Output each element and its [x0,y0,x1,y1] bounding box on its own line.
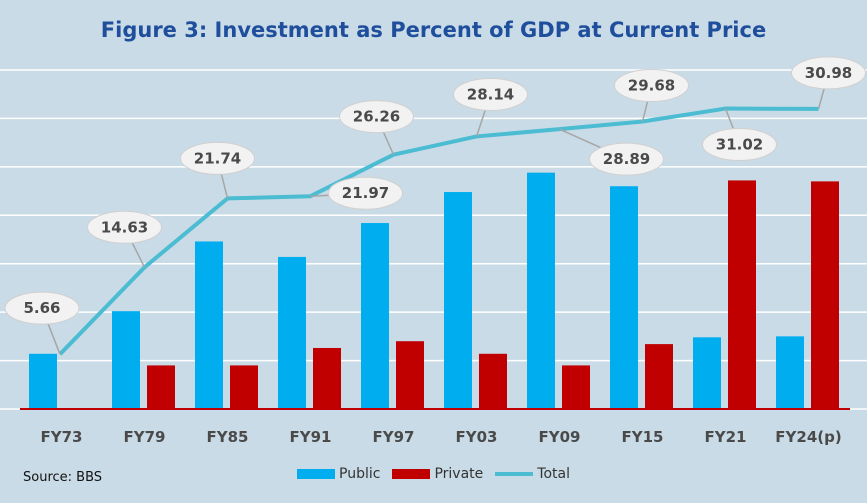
bar-private-FY91 [313,347,341,409]
x-tick-label: FY21 [705,428,747,446]
source-note: Source: BBS [23,470,103,485]
x-tick-label: FY97 [373,428,415,446]
data-label-bubble [453,77,528,111]
legend-label-private: Private [434,466,484,482]
legend-swatch-private [392,469,431,479]
data-label: 21.74 [194,149,241,167]
x-tick-label: FY24(p) [775,428,841,446]
x-tick-label: FY09 [539,428,581,446]
legend-swatch-total [495,472,534,476]
data-label-bubble [589,142,664,176]
chart-title: Figure 3: Investment as Percent of GDP a… [100,18,767,42]
x-tick-label: FY91 [290,428,332,446]
data-label-bubble [339,100,414,134]
bars [29,172,839,409]
bar-public-FY91 [278,256,306,409]
bar-private-FY15 [645,344,673,409]
total-series-line [58,106,819,356]
bar-public-FY15 [610,186,638,409]
data-label-bubble [4,291,80,325]
data-label: 28.89 [603,150,650,168]
bar-private-FY21 [728,180,756,409]
legend-label-total: Total [537,466,570,482]
x-tick-label: FY03 [456,428,498,446]
data-label-bubble [180,141,255,175]
bar-private-FY03 [479,353,507,409]
bar-private-FY97 [396,341,424,409]
data-label-bubble [87,210,162,244]
data-label: 30.98 [805,64,852,82]
data-label-bubble [328,176,403,210]
data-label-bubble [614,69,689,103]
bar-public-FY73 [29,353,57,409]
data-label: 29.68 [628,77,675,95]
data-labels: 5.66 14.63 21.74 21.97 26.26 28.14 28.89 29.68 3… [4,56,866,355]
bar-public-FY24(p) [776,336,804,409]
data-label-bubble [702,128,777,162]
data-label: 21.97 [342,184,389,202]
data-label: 14.63 [101,218,148,236]
x-tick-label: FY79 [124,428,166,446]
legend-item-private: Private [392,466,483,482]
bar-private-FY79 [147,365,175,409]
bar-public-FY03 [444,192,472,409]
x-tick-label: FY85 [207,428,249,446]
legend-item-public: Public [297,466,380,482]
legend-swatch-public [297,469,336,479]
bar-public-FY79 [112,311,140,409]
data-label: 31.02 [716,136,763,154]
bar-private-FY85 [230,365,258,409]
bar-private-FY24(p) [811,181,839,409]
data-label: 28.14 [467,85,514,103]
bar-public-FY21 [693,337,721,409]
data-label-bubble [791,56,866,90]
x-tick-label: FY15 [622,428,664,446]
x-tick-label: FY73 [41,428,83,446]
legend-label-public: Public [339,466,381,482]
legend-item-total: Total [495,466,570,482]
bar-public-FY85 [195,241,223,409]
total-line [58,106,819,356]
bar-private-FY09 [562,365,590,409]
bar-public-FY09 [527,172,555,409]
x-axis: FY73 FY79 FY85 FY91 FY97 FY03 FY09 FY15 FY21 FY24… [20,408,850,446]
data-label: 26.26 [353,108,400,126]
legend: Public Private Total [0,466,867,482]
bar-public-FY97 [361,223,389,409]
data-label: 5.66 [23,299,60,317]
